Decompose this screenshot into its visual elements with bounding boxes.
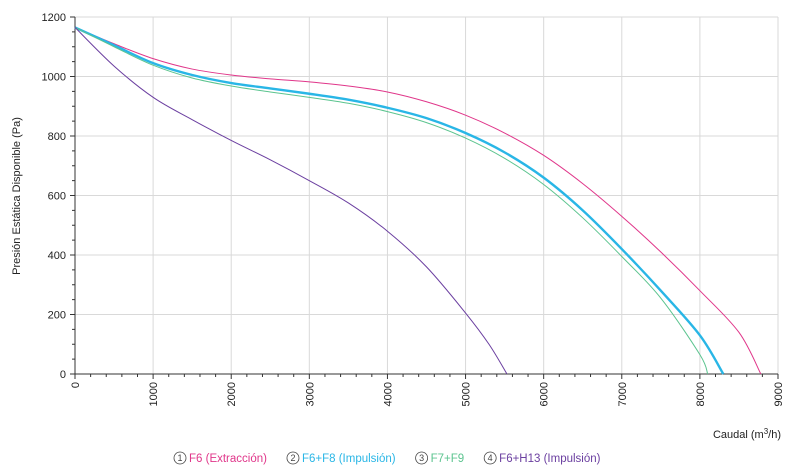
x-axis-label: Caudal (m3/h) [713,427,781,441]
x-axis-label-main: Caudal (m [713,429,764,441]
x-tick-label: 2000 [226,382,238,406]
legend-item-3: 3 F7+F9 [415,451,465,465]
y-tick-label: 400 [48,250,66,262]
y-tick-label: 1200 [42,12,66,24]
x-tick-label: 4000 [382,382,394,406]
x-tick-label: 7000 [617,382,629,406]
x-tick-label: 3000 [304,382,316,406]
y-tick-label: 200 [48,310,66,322]
legend-number: 1 [177,453,182,463]
x-tick-label: 5000 [461,382,473,406]
legend-number-circle [286,451,300,465]
legend-number-circle [483,451,497,465]
y-tick-label: 600 [48,191,66,203]
series-lines [74,26,762,375]
grid [75,16,779,374]
legend-label: F6+F8 (Impulsión) [302,453,396,465]
series-line-4 [74,27,508,375]
x-tick-label: 0 [70,382,82,388]
x-tick-label: 1000 [148,382,160,406]
x-tick-label: 6000 [539,382,551,406]
legend-number: 4 [488,453,493,463]
tick-labels: 0 200 400 600 800 1000 1200 0 1000 2000 3000 4000 50… [42,12,785,406]
legend-number: 3 [419,453,424,463]
legend: 1 F6 (Extracción) 2 F6+F8 (Impulsión) 3 F7+F9… [173,451,601,465]
x-tick-label: 9000 [773,382,785,406]
legend-item-1: 1 F6 (Extracción) [173,451,267,465]
x-axis-label-end: /h) [768,429,781,441]
y-tick-label: 0 [60,369,66,381]
legend-number: 2 [290,453,295,463]
x-tick-label: 8000 [695,382,707,406]
series-line-1 [74,26,762,375]
series-line-2 [74,26,725,375]
legend-label: F6 (Extracción) [189,453,267,465]
series-line-3 [74,26,709,375]
legend-number-circle [173,451,187,465]
legend-item-4: 4 F6+H13 (Impulsión) [483,451,601,465]
legend-label: F7+F9 [431,453,465,465]
legend-number-circle [415,451,429,465]
y-tick-label: 800 [48,131,66,143]
legend-label: F6+H13 (Impulsión) [499,453,600,465]
legend-item-2: 2 F6+F8 (Impulsión) [286,451,396,465]
x-axis-label-sup: 3 [764,427,769,436]
y-tick-label: 1000 [42,72,66,84]
axes [70,16,779,379]
y-axis-label: Presión Estática Disponible (Pa) [11,117,23,275]
